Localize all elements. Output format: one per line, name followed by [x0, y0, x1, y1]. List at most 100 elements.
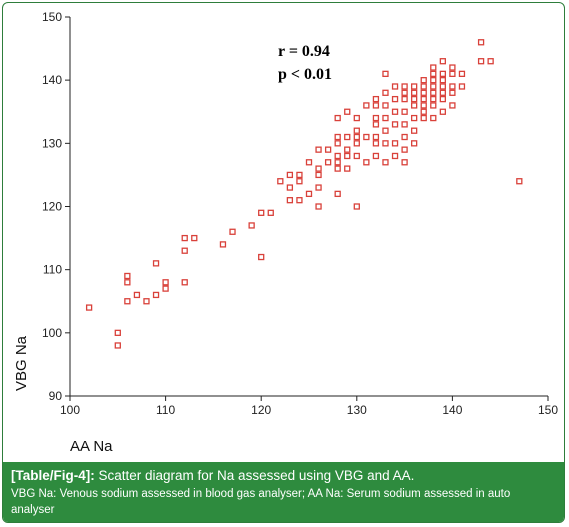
data-point — [401, 159, 408, 166]
data-point — [315, 165, 322, 172]
y-tick-label: 140 — [42, 73, 62, 87]
caption-title-line: [Table/Fig-4]: Scatter diagram for Na as… — [11, 467, 556, 485]
y-tick-label: 110 — [43, 263, 62, 277]
data-point — [305, 190, 313, 198]
data-point — [372, 133, 380, 141]
data-point — [439, 77, 446, 84]
data-point — [124, 298, 131, 305]
data-point — [114, 342, 121, 349]
annotation-r: r = 0.94 — [278, 43, 330, 60]
data-point — [382, 70, 389, 77]
data-point — [411, 140, 418, 147]
data-point — [296, 178, 303, 185]
data-point — [286, 171, 294, 179]
data-point — [258, 253, 265, 261]
x-tick-label: 130 — [347, 403, 367, 417]
data-point — [353, 203, 360, 210]
data-point — [372, 140, 380, 147]
data-point — [430, 95, 437, 103]
data-point — [85, 304, 93, 311]
x-tick-label: 140 — [442, 403, 462, 417]
data-point — [344, 152, 351, 160]
data-point — [411, 127, 418, 134]
data-point — [315, 184, 322, 191]
data-point — [382, 159, 389, 166]
data-point — [420, 102, 427, 109]
data-point — [344, 146, 351, 153]
data-point — [382, 127, 389, 134]
data-point — [401, 95, 408, 103]
data-point — [487, 58, 494, 65]
data-point — [286, 184, 294, 191]
data-point — [353, 140, 360, 147]
data-point — [401, 133, 408, 141]
data-point — [430, 114, 437, 122]
data-point — [353, 114, 360, 122]
data-point — [305, 159, 313, 166]
data-point — [277, 178, 284, 185]
data-point — [372, 152, 380, 160]
data-point — [344, 165, 351, 172]
x-tick-label: 150 — [538, 403, 558, 417]
data-point — [449, 102, 456, 109]
data-point — [363, 102, 370, 109]
data-point — [439, 83, 446, 90]
data-point — [449, 83, 456, 90]
data-point — [391, 95, 399, 103]
data-point — [391, 121, 399, 128]
data-point — [382, 140, 389, 147]
x-tick-label: 110 — [156, 403, 175, 417]
data-point — [411, 102, 418, 109]
y-tick-label: 120 — [42, 200, 62, 214]
data-point — [219, 241, 227, 248]
data-point — [353, 133, 360, 141]
data-point — [439, 70, 446, 77]
data-point — [401, 83, 408, 90]
caption-label: [Table/Fig-4]: — [11, 468, 95, 483]
data-point — [124, 272, 131, 280]
data-point — [420, 95, 427, 103]
data-point — [353, 127, 360, 134]
data-point — [430, 102, 437, 109]
data-point — [477, 58, 485, 65]
data-point — [334, 140, 341, 147]
data-point — [382, 102, 389, 109]
data-point — [372, 114, 380, 122]
x-ticks: 100 110 120 130 140 150 — [60, 396, 558, 417]
data-point — [401, 89, 408, 96]
data-point — [181, 247, 188, 254]
y-ticks: 90 100 110 120 130 140 150 — [42, 10, 70, 403]
data-point — [430, 77, 437, 84]
y-tick-label: 130 — [42, 136, 62, 150]
data-point — [334, 159, 341, 166]
data-point — [296, 197, 303, 204]
figure-panel: 100 110 120 130 140 150 90 100 110 120 130 140 150 … — [2, 2, 565, 523]
data-point — [363, 133, 370, 141]
data-point — [133, 291, 141, 299]
data-point — [430, 89, 437, 96]
data-point — [401, 108, 408, 115]
data-point — [401, 146, 408, 153]
x-tick-label: 100 — [60, 403, 80, 417]
y-tick-label: 150 — [42, 10, 62, 24]
data-points — [85, 39, 523, 349]
data-point — [191, 234, 198, 242]
annotation-p: p < 0.01 — [278, 66, 332, 83]
data-point — [114, 329, 121, 336]
data-point — [477, 39, 485, 46]
figure-caption: [Table/Fig-4]: Scatter diagram for Na as… — [3, 462, 564, 522]
data-point — [401, 121, 408, 128]
data-point — [324, 159, 332, 166]
data-point — [516, 178, 523, 185]
data-point — [420, 114, 427, 122]
data-point — [229, 228, 236, 235]
data-point — [391, 83, 399, 90]
data-point — [334, 152, 341, 160]
data-point — [439, 58, 446, 65]
data-point — [162, 279, 169, 286]
data-point — [411, 114, 418, 122]
data-point — [286, 197, 294, 204]
data-point — [372, 95, 380, 103]
data-point — [334, 165, 341, 172]
data-point — [334, 190, 341, 198]
